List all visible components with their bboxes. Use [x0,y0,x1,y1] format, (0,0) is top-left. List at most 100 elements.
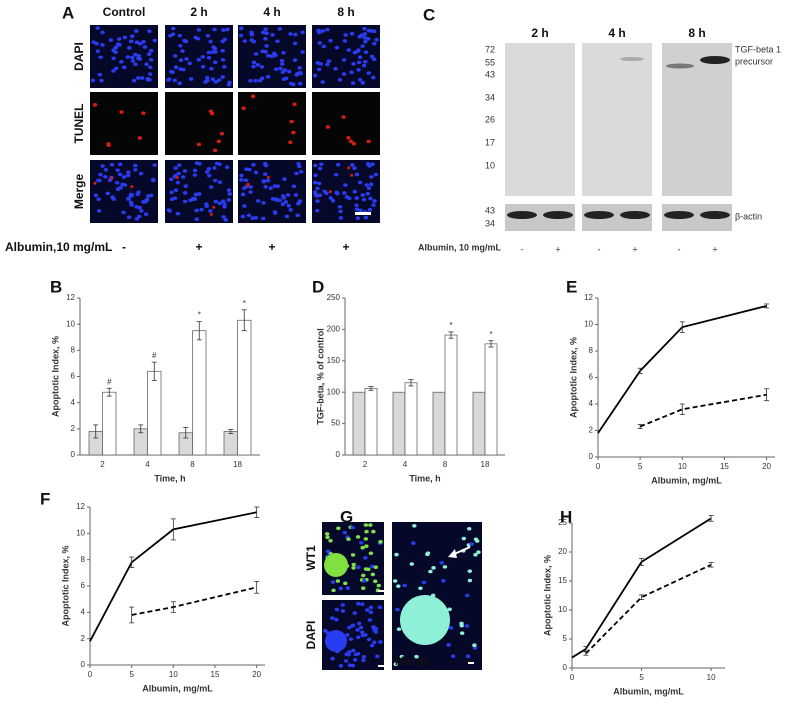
y-tick-label: 4 [81,607,86,616]
lane-header: 4 h [608,26,625,40]
nucleus [119,59,124,64]
nucleus [411,541,416,545]
micrograph [238,160,306,223]
nucleus [447,607,452,612]
nucleus [209,111,215,116]
nucleus [357,35,362,39]
nucleus [110,176,114,180]
nucleus [133,52,138,57]
nucleus [366,186,372,191]
nucleus [396,584,401,588]
nucleus [358,625,364,630]
micrograph [90,160,158,223]
line [639,393,767,428]
nucleus [335,162,341,167]
nucleus [363,59,368,64]
nucleus [356,635,361,640]
nucleus [248,185,254,189]
mw-marker: 34 [485,218,495,228]
nucleus [373,172,378,177]
nucleus [118,185,123,190]
nucleus [194,161,200,165]
nucleus [363,523,369,527]
nucleus [467,569,473,573]
nucleus [334,617,339,622]
nucleus [346,136,351,140]
nucleus [363,39,368,44]
panel-letter: D [312,277,324,296]
nucleus [340,603,345,607]
nucleus [220,58,226,62]
x-tick-label: 10 [678,462,687,471]
nucleus [175,211,181,216]
nucleus [352,50,358,55]
nucleus [261,179,266,184]
bar [392,391,406,456]
nucleus [261,216,266,221]
nucleus [220,199,226,203]
nucleus [344,195,350,199]
nucleus [121,175,127,179]
nucleus [298,81,303,86]
nucleus [126,215,132,220]
nucleus [296,200,302,205]
nucleus [361,197,367,202]
nucleus [275,39,280,43]
nucleus [213,80,219,84]
cluster [324,553,348,577]
nucleus [375,654,380,659]
nucleus [255,199,261,203]
panel-letter: A [62,3,74,22]
nucleus [172,78,178,83]
nucleus [351,648,356,653]
nucleus [192,168,198,173]
nucleus [333,66,338,71]
nucleus [368,551,374,556]
y-tick-label: 10 [66,319,75,328]
row-label: Merge [72,174,86,210]
nucleus [351,562,356,567]
nucleus [364,544,369,548]
nucleus [346,652,351,657]
cluster [400,595,450,645]
nucleus [209,66,214,71]
nucleus [279,58,285,63]
nucleus [226,198,232,202]
nucleus [297,164,302,169]
nucleus [396,627,402,631]
nucleus [282,177,287,181]
nucleus [139,209,144,213]
nucleus [263,163,269,168]
column-header: Control [103,5,146,19]
nucleus [354,172,360,177]
line [571,517,712,659]
nucleus [361,579,367,583]
nucleus [319,162,324,167]
nucleus [347,625,352,630]
image-label: DAPI [304,621,318,650]
nucleus [288,32,293,36]
nucleus [95,26,100,30]
y-axis-label: Apoptotic Index, % [568,337,578,418]
mw-marker: 43 [485,205,495,215]
nucleus [272,210,278,214]
y-tick-label: 50 [331,419,340,428]
nucleus [360,602,365,606]
y-tick-label: 6 [71,372,76,381]
x-tick-label: 0 [596,462,601,471]
nucleus [370,572,376,577]
nucleus [242,204,247,208]
column-header: 8 h [337,5,354,19]
nucleus [209,212,213,216]
micrograph [90,92,158,155]
x-axis-label: Time, h [154,473,185,483]
nucleus [342,39,348,43]
x-tick-label: 5 [638,462,643,471]
actin-band [584,211,614,219]
significance-mark: * [449,321,452,330]
nucleus [212,148,218,153]
nucleus [315,186,320,191]
nucleus [291,184,297,189]
nucleus [350,81,356,85]
nucleus [246,184,250,188]
